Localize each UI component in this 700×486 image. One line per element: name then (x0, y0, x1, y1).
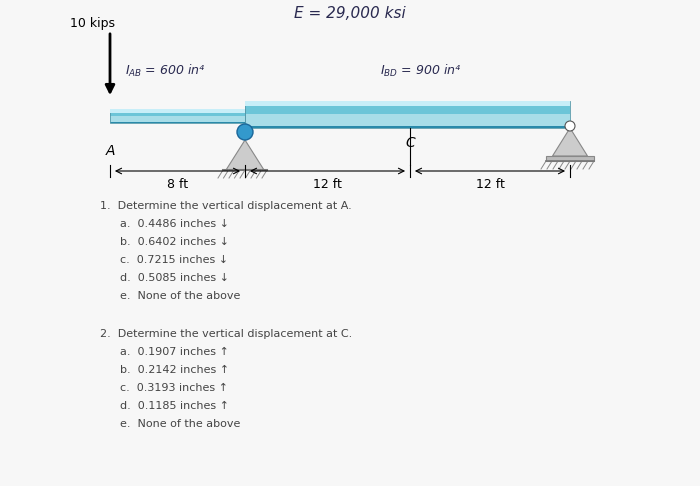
Bar (245, 101, 570, 103)
Text: 12 ft: 12 ft (475, 178, 505, 191)
Circle shape (237, 124, 253, 140)
Text: B: B (240, 149, 250, 163)
Bar (110, 112, 245, 114)
Text: 1.  Determine the vertical displacement at A.: 1. Determine the vertical displacement a… (100, 201, 351, 211)
Bar (110, 109, 245, 110)
Text: d.  0.5085 inches ↓: d. 0.5085 inches ↓ (120, 273, 229, 283)
Bar (245, 101, 570, 106)
Text: D: D (565, 144, 575, 158)
Bar (110, 111, 245, 112)
Text: d.  0.1185 inches ↑: d. 0.1185 inches ↑ (120, 401, 229, 411)
Bar (546, 156, 594, 161)
Bar (110, 109, 245, 123)
Text: 10 kips: 10 kips (70, 17, 115, 31)
Bar (110, 117, 245, 118)
Text: e.  None of the above: e. None of the above (120, 291, 240, 301)
Text: 12 ft: 12 ft (313, 178, 342, 191)
Text: $I_{BD}$ = 900 in⁴: $I_{BD}$ = 900 in⁴ (380, 63, 461, 79)
Bar (245, 103, 570, 105)
Text: b.  0.6402 inches ↓: b. 0.6402 inches ↓ (120, 237, 229, 247)
Bar (110, 109, 245, 113)
Polygon shape (226, 140, 264, 170)
Bar (245, 119, 570, 121)
Text: e.  None of the above: e. None of the above (120, 419, 240, 429)
Text: A: A (105, 144, 115, 158)
Bar (245, 112, 570, 115)
Text: a.  0.4486 inches ↓: a. 0.4486 inches ↓ (120, 219, 229, 229)
Text: c.  0.3193 inches ↑: c. 0.3193 inches ↑ (120, 383, 228, 393)
Bar (110, 121, 245, 122)
Text: 8 ft: 8 ft (167, 178, 188, 191)
Bar (110, 122, 245, 123)
Bar (245, 105, 570, 108)
Bar (110, 114, 245, 115)
Bar (110, 110, 245, 111)
Text: a.  0.1907 inches ↑: a. 0.1907 inches ↑ (120, 347, 229, 357)
Text: b.  0.2142 inches ↑: b. 0.2142 inches ↑ (120, 365, 229, 375)
Bar (245, 121, 570, 123)
Text: C: C (405, 136, 415, 150)
Bar (110, 118, 245, 120)
Bar (245, 123, 570, 126)
Bar (245, 108, 570, 110)
Bar (245, 101, 570, 128)
Bar (110, 120, 245, 121)
Circle shape (565, 121, 575, 131)
Bar (245, 117, 570, 119)
Bar (245, 115, 570, 117)
Text: 2.  Determine the vertical displacement at C.: 2. Determine the vertical displacement a… (100, 329, 352, 339)
Text: $I_{AB}$ = 600 in⁴: $I_{AB}$ = 600 in⁴ (125, 63, 206, 79)
Polygon shape (552, 128, 587, 156)
Bar (110, 116, 245, 117)
Text: E = 29,000 ksi: E = 29,000 ksi (294, 6, 406, 21)
Bar (245, 126, 570, 128)
Bar (245, 110, 570, 112)
Text: c.  0.7215 inches ↓: c. 0.7215 inches ↓ (120, 255, 228, 265)
Bar (110, 115, 245, 116)
